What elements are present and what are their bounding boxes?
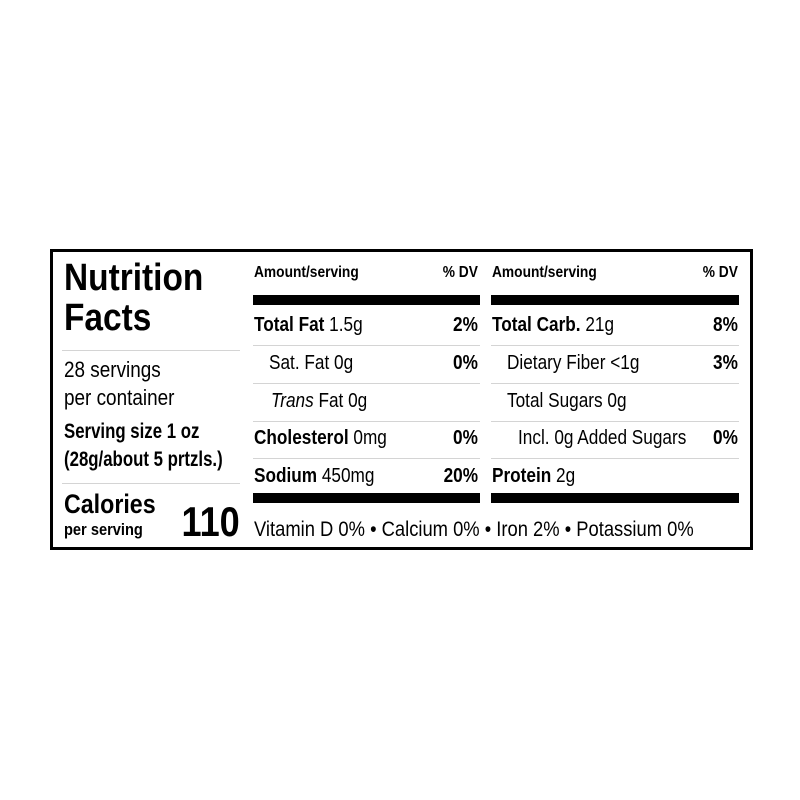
dv-cholesterol: 0% <box>453 427 478 449</box>
nutrient-dietary-fiber: Dietary Fiber <1g <box>507 352 640 374</box>
serving-size: Serving size 1 oz <box>64 420 200 443</box>
divider <box>491 345 739 346</box>
divider <box>62 483 240 484</box>
vitamins-minerals: Vitamin D 0% • Calcium 0% • Iron 2% • Po… <box>254 518 694 541</box>
header-amount-2: Amount/serving <box>492 264 597 281</box>
servings-per-container: 28 servings <box>64 357 161 382</box>
header-amount: Amount/serving <box>254 264 359 281</box>
title-nutrition: Nutrition <box>64 257 204 299</box>
serving-size-grams: (28g/about 5 prtzls.) <box>64 448 223 471</box>
divider <box>491 383 739 384</box>
thick-divider <box>491 493 739 503</box>
dv-dietary-fiber: 3% <box>713 352 738 374</box>
divider <box>491 458 739 459</box>
calories-value: 110 <box>181 498 240 545</box>
nutrient-total-sugars: Total Sugars 0g <box>507 390 627 412</box>
nutrient-total-fat: Total Fat 1.5g <box>254 314 363 336</box>
title-facts: Facts <box>64 297 152 339</box>
nutrient-sodium: Sodium 450mg <box>254 465 375 487</box>
divider <box>491 421 739 422</box>
nutrient-trans-fat: Trans Fat 0g <box>271 390 368 412</box>
calories-per-serving: per serving <box>64 520 143 539</box>
thick-divider <box>253 493 480 503</box>
servings-per-container-2: per container <box>64 385 175 410</box>
header-dv-2: % DV <box>702 264 738 281</box>
nutrient-protein: Protein 2g <box>492 465 576 487</box>
nutrition-facts-panel <box>50 249 753 550</box>
divider <box>253 458 480 459</box>
divider <box>253 421 480 422</box>
divider <box>253 345 480 346</box>
nutrient-sat-fat: Sat. Fat 0g <box>269 352 354 374</box>
divider <box>62 350 240 351</box>
nutrient-added-sugars: Incl. 0g Added Sugars <box>518 427 687 449</box>
thick-divider <box>491 295 739 305</box>
header-dv: % DV <box>442 264 478 281</box>
dv-total-carb: 8% <box>713 314 738 336</box>
divider <box>253 383 480 384</box>
dv-added-sugars: 0% <box>713 427 738 449</box>
dv-sat-fat: 0% <box>453 352 478 374</box>
dv-total-fat: 2% <box>453 314 478 336</box>
calories-label: Calories <box>64 489 156 519</box>
dv-sodium: 20% <box>443 465 478 487</box>
nutrient-cholesterol: Cholesterol 0mg <box>254 427 387 449</box>
nutrient-total-carb: Total Carb. 21g <box>492 314 615 336</box>
thick-divider <box>253 295 480 305</box>
